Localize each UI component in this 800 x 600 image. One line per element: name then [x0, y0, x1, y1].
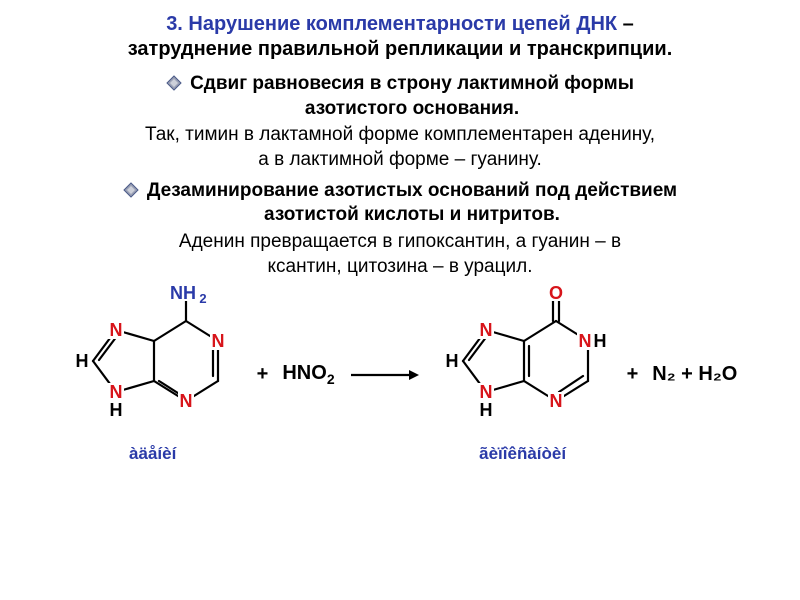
plus-sign-2: + [627, 363, 639, 386]
para1-line2: а в лактимной форме – гуанину. [258, 149, 542, 170]
atom-h: H [593, 331, 606, 351]
svg-text:NH: NH [170, 286, 196, 303]
atom-n: N [549, 391, 562, 411]
atom-n: N [109, 320, 122, 340]
reaction-scheme: NH 2 N N N N H H [30, 286, 770, 464]
bullet-2-line2: азотистой кислоты и нитритов. [264, 204, 560, 225]
paragraph-2: Аденин превращается в гипоксантин, а гуа… [30, 230, 770, 279]
byproducts: N₂ + H₂O [652, 363, 737, 386]
atom-n: N [479, 320, 492, 340]
bullet-1: Сдвиг равновесия в строну лактимной форм… [30, 72, 770, 121]
plus-sign-1: + [257, 363, 269, 386]
bullet-1-text: Сдвиг равновесия в строну лактимной форм… [190, 72, 634, 121]
hno2-sub: 2 [327, 371, 335, 387]
slide-title: 3. Нарушение комплементарности цепей ДНК… [30, 12, 770, 62]
bullet-1-line2: азотистого основания. [305, 98, 519, 119]
para2-line2: ксантин, цитозина – в урацил. [268, 256, 533, 277]
molecule-hypoxanthine: O N H N N N H H ãèïî [433, 286, 613, 464]
title-dash: – [617, 13, 634, 35]
para2-line1: Аденин превращается в гипоксантин, а гуа… [179, 231, 621, 252]
para1-line1: Так, тимин в лактамной форме комплемента… [145, 124, 655, 145]
atom-o: O [549, 286, 563, 303]
slide: 3. Нарушение комплементарности цепей ДНК… [0, 0, 800, 600]
atom-n: N [578, 331, 591, 351]
reaction-arrow-icon [349, 365, 419, 385]
hypoxanthine-structure: O N H N N N H H [433, 286, 613, 446]
diamond-bullet-icon [166, 75, 182, 91]
atom-h: H [445, 351, 458, 371]
hno2-text: HNO [282, 362, 326, 384]
svg-text:2: 2 [199, 291, 206, 306]
adenine-label: àäåíèí [129, 444, 176, 464]
bullet-2: Дезаминирование азотистых оснований под … [30, 179, 770, 228]
atom-h: H [479, 400, 492, 420]
title-plain-line: затруднение правильной репликации и тран… [128, 38, 673, 60]
atom-n: N [179, 391, 192, 411]
bullet-1-line1: Сдвиг равновесия в строну лактимной форм… [190, 73, 634, 94]
atom-n: N [109, 382, 122, 402]
molecule-adenine: NH 2 N N N N H H [63, 286, 243, 464]
bullet-2-text: Дезаминирование азотистых оснований под … [147, 179, 677, 228]
hno2: HNO2 [282, 362, 334, 387]
diamond-bullet-icon [123, 182, 139, 198]
paragraph-1: Так, тимин в лактамной форме комплемента… [30, 123, 770, 172]
atom-n: N [479, 382, 492, 402]
bullet-2-line1: Дезаминирование азотистых оснований под … [147, 180, 677, 201]
atom-h: H [109, 400, 122, 420]
title-accent: 3. Нарушение комплементарности цепей ДНК [166, 13, 617, 35]
hypoxanthine-label: ãèïîêñàíòèí [479, 444, 566, 464]
atom-n: N [211, 331, 224, 351]
adenine-structure: NH 2 N N N N H H [63, 286, 243, 446]
atom-h: H [75, 351, 88, 371]
